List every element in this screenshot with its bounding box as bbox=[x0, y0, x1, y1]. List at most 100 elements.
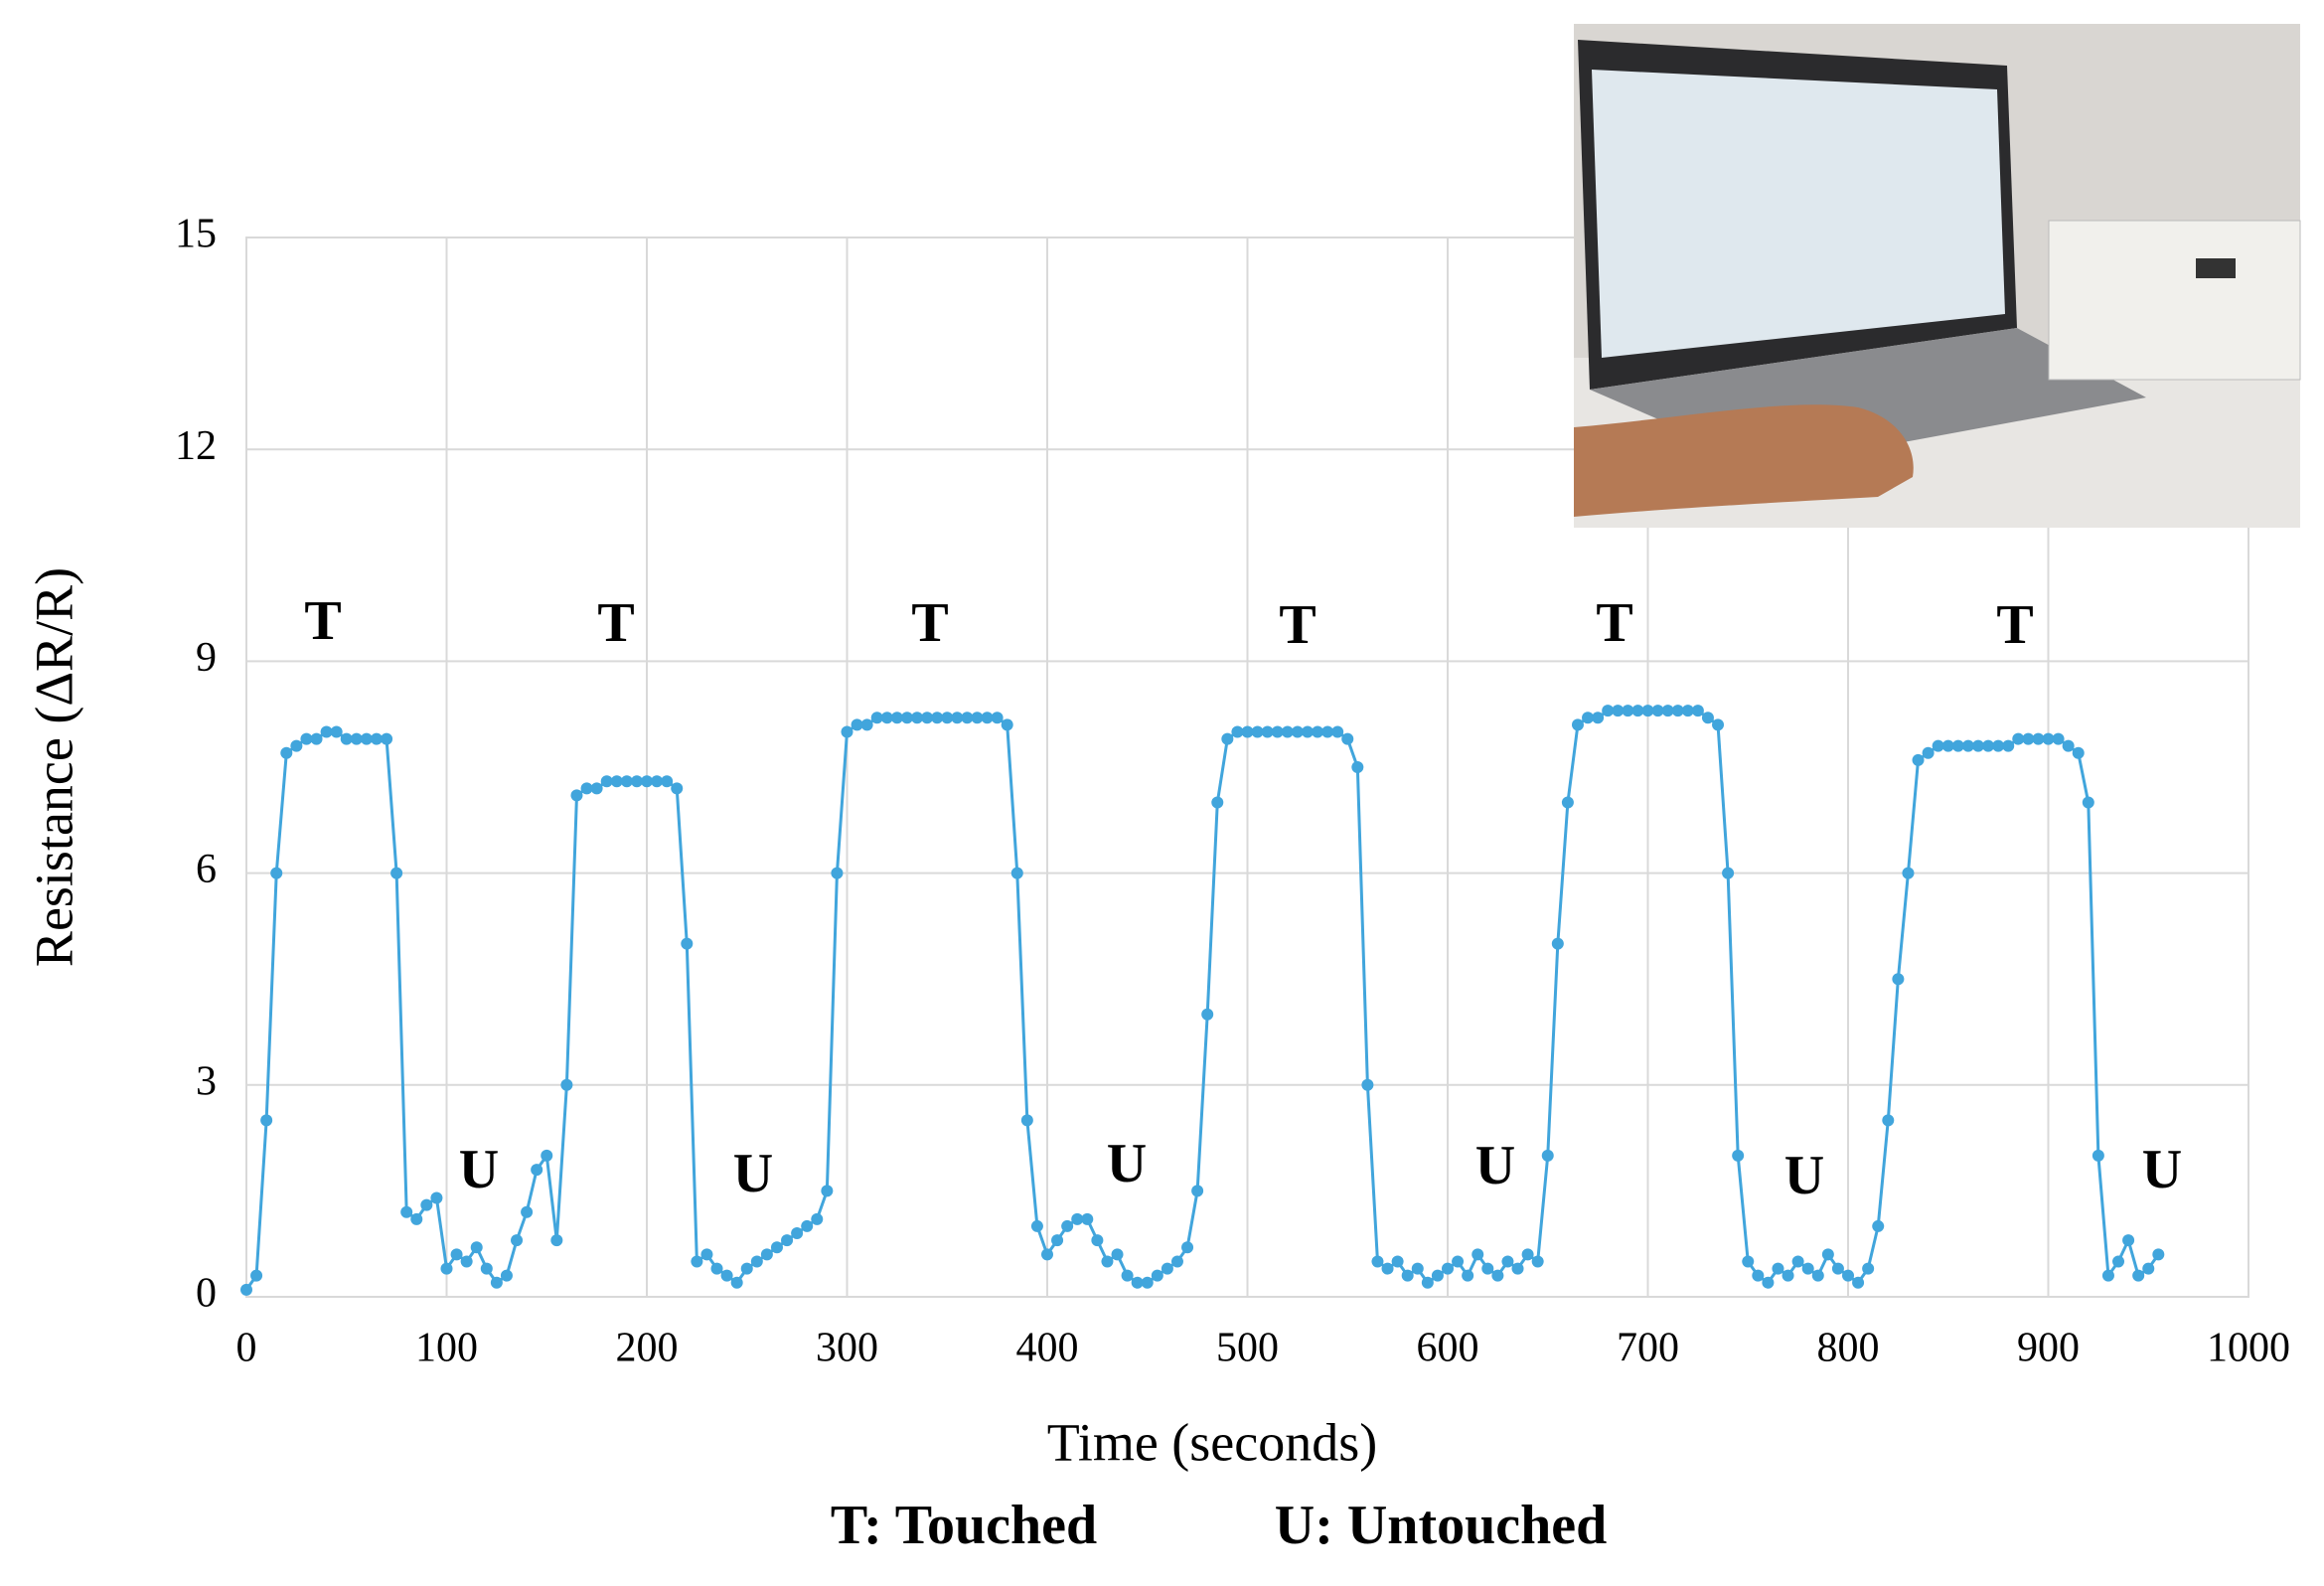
y-tick-label: 9 bbox=[196, 635, 217, 681]
data-point bbox=[1061, 1219, 1074, 1232]
data-point bbox=[760, 1248, 773, 1261]
data-point bbox=[1181, 1241, 1194, 1254]
data-point bbox=[801, 1219, 814, 1232]
data-point bbox=[1091, 1234, 1104, 1247]
data-point bbox=[890, 712, 903, 724]
data-point bbox=[620, 775, 633, 788]
data-point bbox=[1691, 705, 1704, 717]
data-point bbox=[2142, 1262, 2155, 1275]
data-point bbox=[1712, 718, 1725, 731]
data-point bbox=[381, 732, 393, 745]
data-point bbox=[1892, 973, 1905, 986]
x-tick-label: 200 bbox=[616, 1326, 679, 1371]
instrument bbox=[2048, 220, 2301, 381]
data-point bbox=[1491, 1269, 1504, 1282]
data-point bbox=[2122, 1234, 2135, 1247]
data-point bbox=[661, 775, 674, 788]
data-point bbox=[1922, 746, 1935, 759]
data-point bbox=[490, 1276, 503, 1289]
data-point bbox=[961, 712, 974, 724]
data-point bbox=[1170, 1255, 1183, 1268]
data-point bbox=[1821, 1248, 1834, 1261]
data-point bbox=[300, 732, 313, 745]
laptop-display bbox=[1592, 70, 2005, 358]
data-point bbox=[851, 718, 863, 731]
x-tick-label: 400 bbox=[1016, 1326, 1079, 1371]
data-point bbox=[1701, 712, 1714, 724]
annotation: T bbox=[1596, 592, 1632, 654]
data-point bbox=[470, 1241, 483, 1254]
data-point bbox=[1612, 705, 1625, 717]
data-point bbox=[1932, 739, 1944, 752]
data-point bbox=[1321, 725, 1334, 738]
data-point bbox=[1521, 1248, 1534, 1261]
data-point bbox=[1020, 1114, 1033, 1127]
data-point bbox=[1501, 1255, 1514, 1268]
data-point bbox=[260, 1114, 273, 1127]
x-tick-label: 100 bbox=[415, 1326, 478, 1371]
data-point bbox=[1622, 705, 1634, 717]
data-point bbox=[1782, 1269, 1794, 1282]
data-point bbox=[951, 712, 964, 724]
data-point bbox=[340, 732, 353, 745]
data-point bbox=[1571, 718, 1584, 731]
data-point bbox=[1592, 712, 1605, 724]
data-point bbox=[2032, 732, 2045, 745]
data-line bbox=[244, 709, 2160, 1291]
data-point bbox=[1301, 725, 1314, 738]
x-tick-label: 900 bbox=[2017, 1326, 2080, 1371]
data-point bbox=[991, 712, 1004, 724]
data-point bbox=[1131, 1276, 1144, 1289]
data-point bbox=[2072, 746, 2085, 759]
annotation: T bbox=[1996, 594, 2033, 656]
data-point bbox=[831, 867, 844, 879]
data-point bbox=[1381, 1262, 1394, 1275]
data-point bbox=[521, 1205, 534, 1218]
annotation: U bbox=[459, 1139, 499, 1200]
inset-photo bbox=[1574, 24, 2301, 528]
annotation: T bbox=[304, 590, 341, 652]
data-point bbox=[2042, 732, 2055, 745]
data-point bbox=[280, 746, 293, 759]
data-point bbox=[1251, 725, 1264, 738]
data-point bbox=[440, 1262, 453, 1275]
data-point bbox=[1161, 1262, 1173, 1275]
data-point bbox=[541, 1149, 553, 1162]
data-point bbox=[931, 712, 944, 724]
data-point bbox=[1661, 705, 1674, 717]
data-point bbox=[1811, 1269, 1824, 1282]
data-point bbox=[811, 1212, 824, 1225]
data-point bbox=[1191, 1185, 1204, 1197]
data-point bbox=[700, 1248, 713, 1261]
data-point bbox=[630, 775, 643, 788]
data-point bbox=[511, 1234, 524, 1247]
data-point bbox=[1762, 1276, 1775, 1289]
data-point bbox=[1431, 1269, 1444, 1282]
instrument-display bbox=[2196, 258, 2236, 278]
annotation: T bbox=[597, 592, 634, 654]
x-tick-label: 0 bbox=[236, 1326, 257, 1371]
data-point bbox=[1030, 1219, 1043, 1232]
annotation: U bbox=[2142, 1139, 2182, 1200]
data-point bbox=[1912, 753, 1925, 766]
data-point bbox=[2112, 1255, 2125, 1268]
data-point bbox=[710, 1262, 723, 1275]
data-point bbox=[531, 1164, 543, 1177]
data-point bbox=[1141, 1276, 1154, 1289]
data-point bbox=[1331, 725, 1344, 738]
data-point bbox=[390, 867, 403, 879]
data-point bbox=[330, 725, 343, 738]
data-point bbox=[770, 1241, 783, 1254]
data-point bbox=[1261, 725, 1274, 738]
data-point bbox=[1221, 732, 1234, 745]
data-point bbox=[1582, 712, 1595, 724]
annotation: T bbox=[911, 592, 948, 654]
data-point bbox=[290, 739, 303, 752]
data-point bbox=[750, 1255, 763, 1268]
annotation: T bbox=[1279, 594, 1316, 656]
data-point bbox=[1281, 725, 1294, 738]
y-tick-label: 3 bbox=[196, 1058, 217, 1104]
data-point bbox=[2092, 1149, 2104, 1162]
data-point bbox=[1681, 705, 1694, 717]
